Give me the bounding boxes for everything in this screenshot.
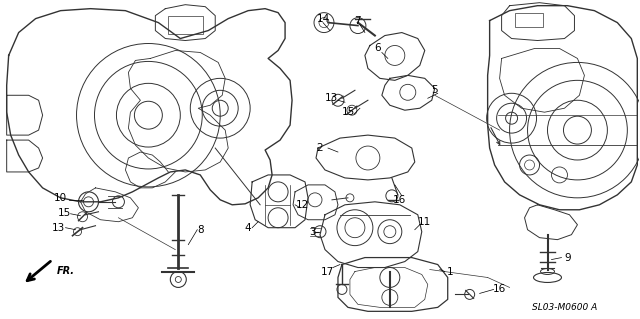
Text: 10: 10 <box>54 193 67 203</box>
Text: 15: 15 <box>341 107 355 117</box>
Text: FR.: FR. <box>56 265 75 276</box>
Text: 8: 8 <box>197 225 204 235</box>
Text: 12: 12 <box>296 200 308 210</box>
Text: 16: 16 <box>393 195 406 205</box>
Text: 1: 1 <box>447 266 453 277</box>
Text: 5: 5 <box>431 85 438 95</box>
Text: 11: 11 <box>418 217 431 227</box>
Text: 6: 6 <box>374 43 381 54</box>
Text: 4: 4 <box>245 223 252 233</box>
Text: 13: 13 <box>324 93 338 103</box>
Text: 2: 2 <box>317 143 323 153</box>
Text: 3: 3 <box>308 227 316 237</box>
Bar <box>515 13 543 26</box>
Text: 15: 15 <box>58 208 71 218</box>
Bar <box>168 16 204 33</box>
Text: 9: 9 <box>564 253 571 263</box>
Text: 13: 13 <box>52 223 65 233</box>
Text: 7: 7 <box>355 16 361 26</box>
Text: 14: 14 <box>316 14 330 24</box>
Text: 16: 16 <box>493 285 506 294</box>
Text: SL03-M0600 A: SL03-M0600 A <box>532 303 597 312</box>
Text: 17: 17 <box>321 266 333 277</box>
